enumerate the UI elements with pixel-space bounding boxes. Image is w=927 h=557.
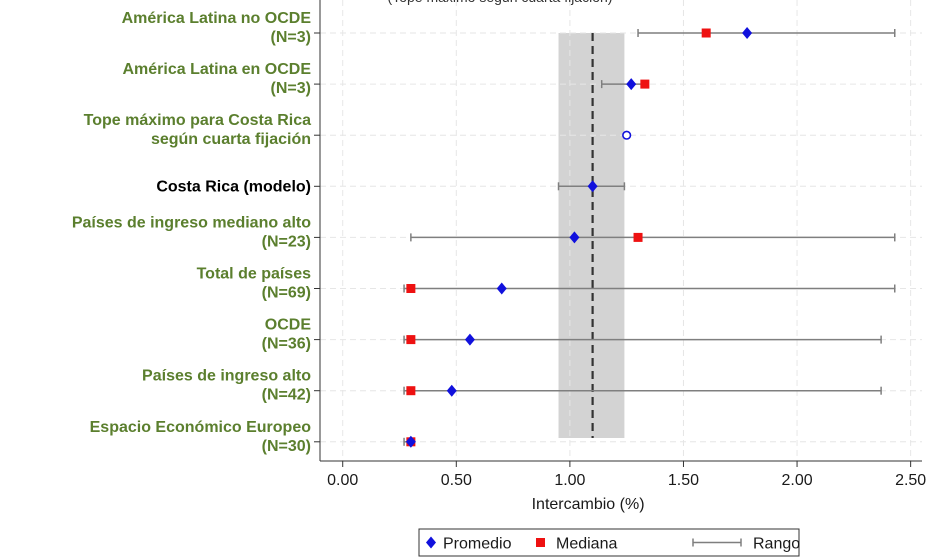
category-label: (N=69) <box>262 285 311 302</box>
mean-marker <box>626 78 637 91</box>
x-tick-label: 1.50 <box>668 472 699 489</box>
category-label: (N=42) <box>262 387 311 404</box>
category-label: Países de ingreso alto <box>142 368 311 385</box>
median-marker <box>640 79 650 89</box>
mean-marker <box>587 180 598 193</box>
category-label: Costa Rica (modelo) <box>156 178 311 195</box>
x-tick-label: 2.00 <box>781 472 812 489</box>
legend-mean-marker <box>426 536 436 549</box>
category-label: (N=23) <box>262 233 311 250</box>
x-tick-label: 2.50 <box>895 472 926 489</box>
category-label: (N=30) <box>262 438 311 455</box>
shaded-band <box>558 33 625 438</box>
legend-label-mediana: Mediana <box>556 536 617 553</box>
mean-marker <box>742 27 753 39</box>
top-cut-text: (Tope máximo según cuarta fijación) <box>388 0 613 5</box>
mean-marker <box>405 435 416 448</box>
x-tick-label: 1.00 <box>554 472 585 489</box>
category-label: OCDE <box>265 317 312 334</box>
category-label: según cuarta fijación <box>151 131 311 148</box>
median-marker <box>633 232 643 242</box>
category-label: (N=3) <box>271 29 311 46</box>
mean-marker <box>569 231 580 244</box>
category-label: América Latina en OCDE <box>123 61 312 78</box>
x-tick-label: 0.00 <box>327 472 358 489</box>
category-label: Tope máximo para Costa Rica <box>84 112 311 129</box>
x-axis-title: Intercambio (%) <box>532 496 645 513</box>
legend-label-rango: Rango <box>753 536 800 553</box>
median-marker <box>406 335 416 345</box>
category-label: (N=36) <box>262 336 311 353</box>
x-tick-label: 0.50 <box>441 472 472 489</box>
median-marker <box>406 386 416 396</box>
category-label: Total de países <box>197 266 312 283</box>
category-label: Espacio Económico Europeo <box>90 419 312 436</box>
category-label: (N=3) <box>271 80 311 97</box>
median-marker <box>406 284 416 293</box>
cap-point-marker <box>622 130 632 140</box>
legend-label-promedio: Promedio <box>443 536 512 553</box>
category-label: América Latina no OCDE <box>122 10 312 27</box>
median-marker <box>701 28 711 38</box>
category-label: Países de ingreso mediano alto <box>72 214 311 231</box>
mean-marker <box>496 282 507 295</box>
mean-marker <box>446 384 457 397</box>
legend-median-marker <box>536 538 545 547</box>
mean-marker <box>464 333 475 346</box>
